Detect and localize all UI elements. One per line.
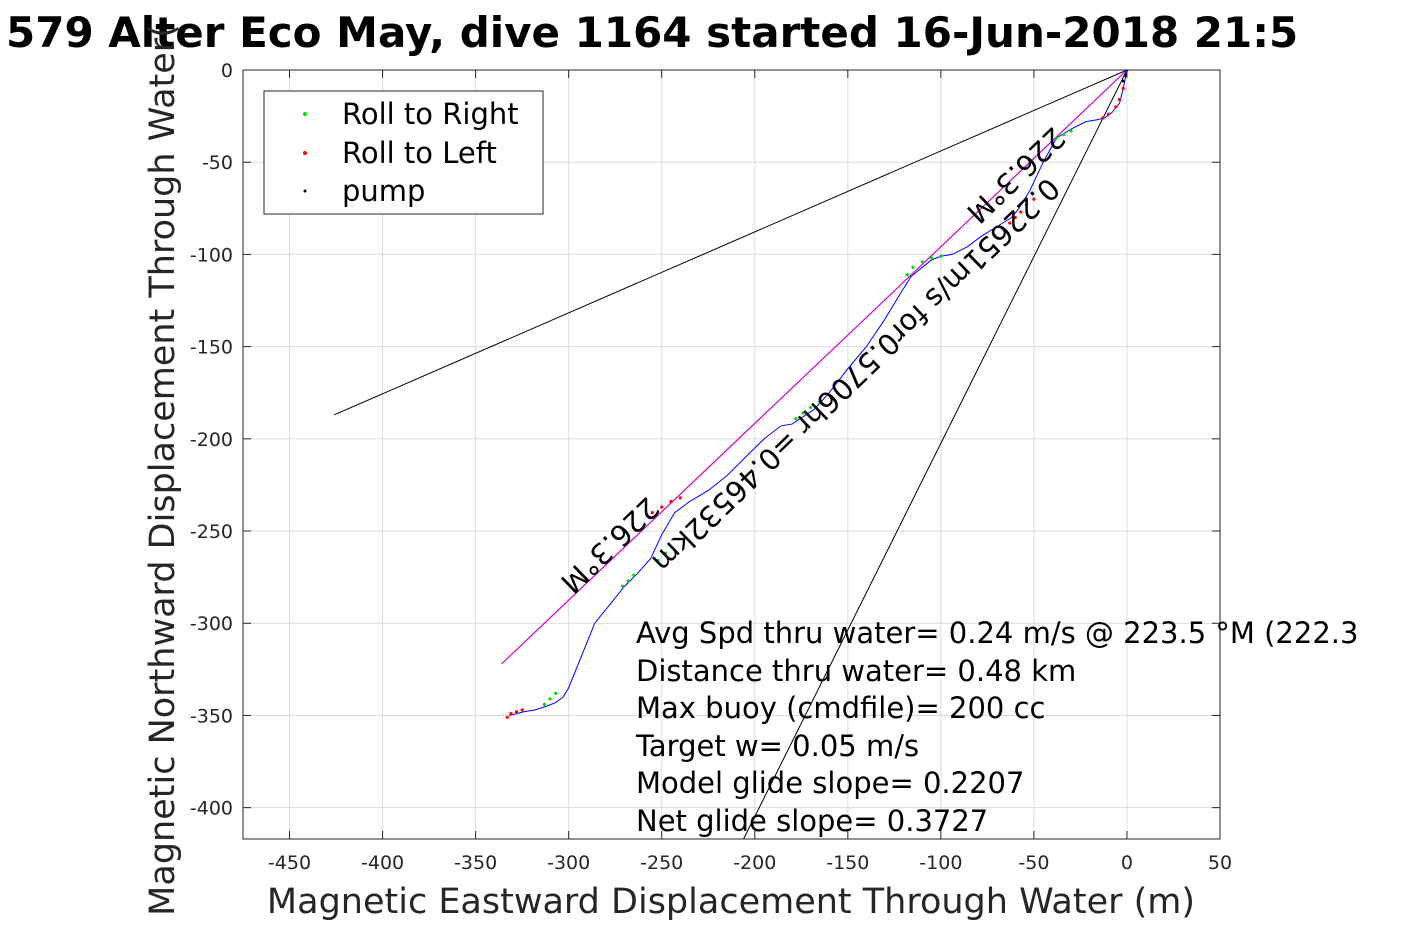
pump-marker [1125,70,1129,72]
roll-right-marker [548,697,552,701]
x-tick-label: -400 [361,852,404,874]
stat-avg-speed: Avg Spd thru water= 0.24 m/s @ 223.5 °M … [636,616,1358,650]
roll-right-marker [794,416,798,421]
y-tick-label: -150 [190,337,233,359]
pump-marker [1121,79,1125,83]
stats-block: Avg Spd thru water= 0.24 m/s @ 223.5 °M … [635,616,1358,838]
x-tick-label: -450 [268,852,311,874]
roll-right-marker [656,558,660,563]
y-axis-label: Magnetic Northward Displacement Through … [143,24,183,916]
roll-right-marker [808,405,813,410]
heading-line [501,70,1128,665]
roll-left-marker [1032,197,1036,201]
roll-left-marker [660,505,664,509]
roll-right-marker [554,691,558,695]
roll-left-marker [520,708,524,712]
roll-right-marker [929,256,934,260]
roll-right-marker [626,579,630,583]
pump-marker [1123,74,1127,77]
ticks: -450 -400 -350 -300 -250 -200 -150 -100 -50 0 50 0 -… [190,60,1232,874]
roll-right-marker [542,702,547,706]
legend-label-roll-left: Roll to Left [342,136,497,170]
x-tick-label: -150 [826,852,869,874]
roll-right-marker [920,260,924,264]
x-axis-label: Magnetic Eastward Displacement Through W… [267,882,1195,922]
roll-left-marker [514,710,519,714]
data-markers [505,70,1129,719]
x-tick-label: -50 [1018,852,1049,874]
stat-max-buoy: Max buoy (cmdfile)= 200 cc [636,691,1045,725]
roll-left-marker [1106,112,1110,116]
roll-right-marker [632,573,636,577]
stat-model-glide: Model glide slope= 0.2207 [636,766,1024,800]
roll-left-marker [1024,203,1029,207]
y-tick-label: 0 [221,60,233,82]
x-tick-label: -350 [454,852,497,874]
x-tick-label: 50 [1208,852,1232,874]
roll-right-marker [911,265,915,269]
roll-right-marker [663,551,668,555]
x-tick-label: -200 [733,852,776,874]
roll-right-marker [1054,136,1058,140]
roll-left-marker [669,499,673,504]
roll-left-marker [1117,97,1122,102]
roll-left-marker [509,711,513,716]
legend: Roll to Right Roll to Left pump [263,90,544,215]
y-tick-label: -400 [190,798,233,820]
legend-marker-roll-right [303,112,307,116]
stat-target-w: Target w= 0.05 m/s [635,729,919,763]
roll-right-marker [621,584,625,588]
cone-line-lower [743,70,1128,839]
roll-left-marker [1008,221,1012,225]
roll-left-marker [505,715,509,719]
y-tick-label: -50 [202,152,233,174]
y-tick-label: -350 [190,705,233,727]
roll-right-marker [801,411,805,415]
roll-left-marker [1013,215,1017,220]
legend-box [263,90,544,215]
plot-frame [242,69,1221,840]
x-tick-label: -100 [919,852,962,874]
cone-line-upper [333,70,1128,416]
x-tick-label: -300 [547,852,590,874]
roll-right-marker [1069,129,1073,133]
stat-net-glide: Net glide slope= 0.3727 [636,804,988,838]
legend-marker-pump [303,189,307,193]
legend-marker-roll-left [303,151,307,155]
roll-left-marker [1121,86,1125,91]
y-tick-label: -300 [190,613,233,635]
roll-left-marker [1019,210,1023,214]
roll-left-marker [1101,116,1105,120]
roll-right-marker [939,254,943,258]
stat-distance: Distance thru water= 0.48 km [636,654,1076,688]
roll-left-marker [678,496,682,500]
y-tick-label: -100 [190,244,233,266]
x-tick-label: -250 [640,852,683,874]
y-tick-label: -250 [190,521,233,543]
legend-label-pump: pump [342,174,425,208]
roll-left-marker [650,510,655,515]
roll-right-marker [905,273,909,277]
chart-title: 579 Alter Eco May, dive 1164 started 16-… [6,8,1298,57]
roll-left-marker [1114,105,1118,109]
roll-right-marker [818,400,822,404]
data-lines [333,70,1128,839]
glider-track-line [508,70,1128,716]
roll-right-marker [1062,132,1066,137]
legend-label-roll-right: Roll to Right [342,97,519,131]
x-tick-label: 0 [1121,852,1133,874]
y-tick-label: -200 [190,429,233,451]
